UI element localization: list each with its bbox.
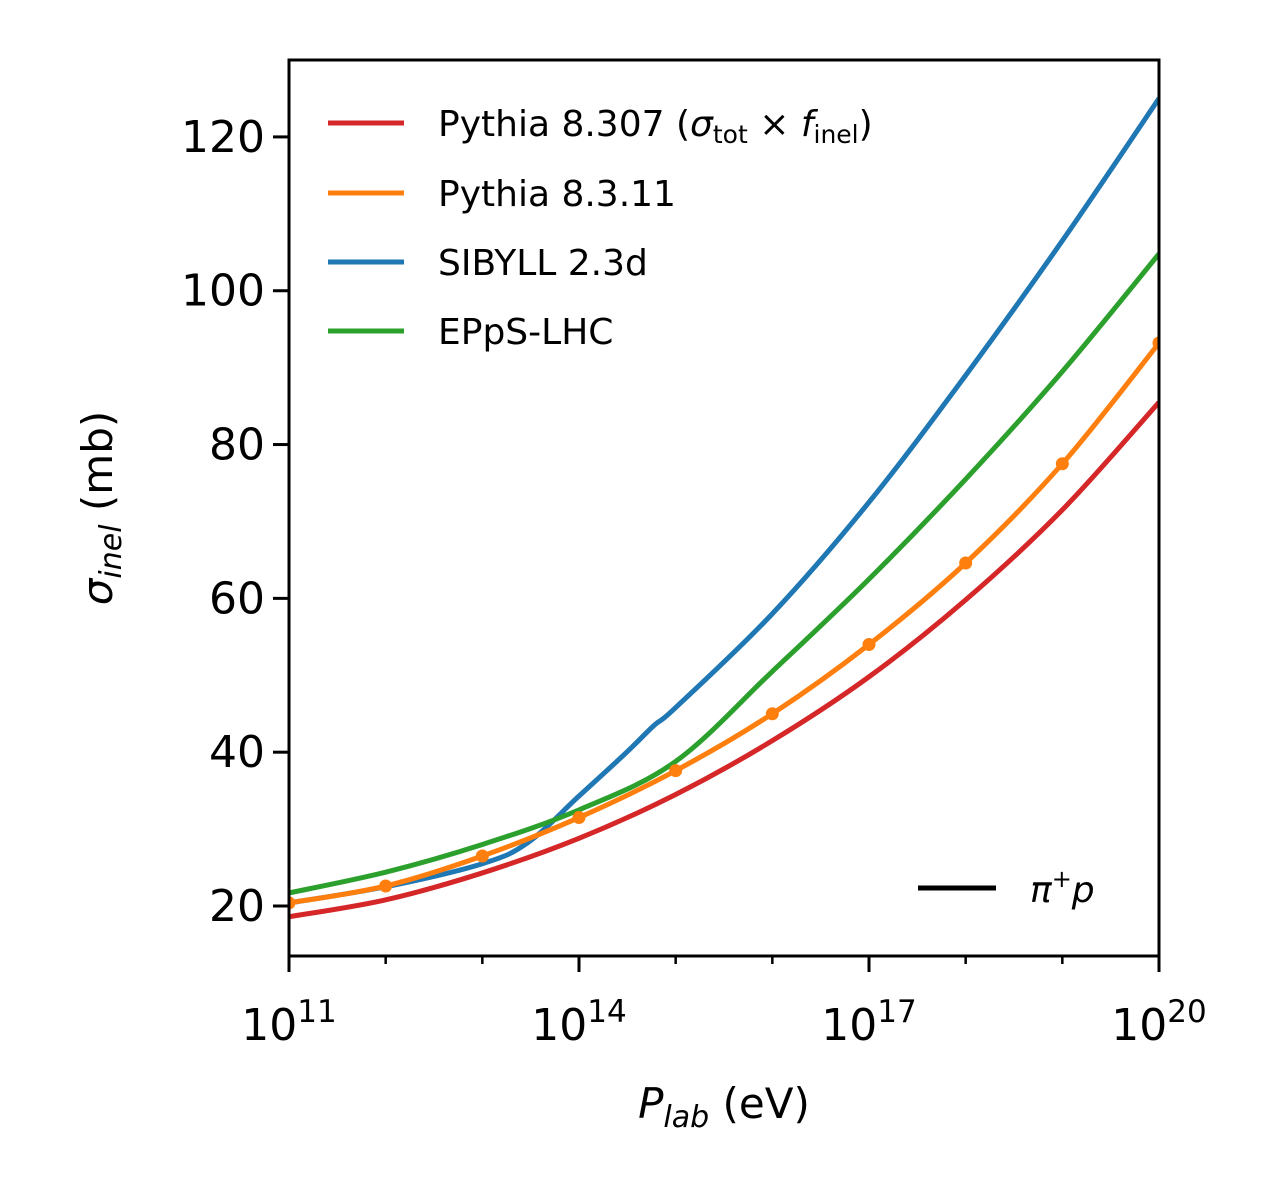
legend-entry-sibyll: SIBYLL 2.3d bbox=[328, 243, 648, 284]
series-line-pythia-8-3-11 bbox=[289, 341, 1159, 906]
data-point-pythia-8-3-11 bbox=[669, 764, 683, 778]
data-point-pythia-8-3-11 bbox=[959, 556, 973, 570]
series-line-sibyll-2-3d bbox=[289, 97, 1159, 906]
y-axis: 20 40 60 80 100 120 bbox=[181, 112, 289, 932]
y-tick-label: 20 bbox=[209, 881, 265, 932]
legend: Pythia 8.307 (σtot × finel) Pythia 8.3.1… bbox=[328, 104, 873, 353]
process-annotation: π+p bbox=[918, 865, 1095, 911]
y-tick-label: 120 bbox=[181, 112, 265, 163]
x-tick-label: 1017 bbox=[821, 994, 916, 1051]
data-point-pythia-8-3-11 bbox=[475, 849, 489, 863]
legend-label-sibyll: SIBYLL 2.3d bbox=[438, 243, 648, 284]
x-tick-label: 1020 bbox=[1111, 994, 1206, 1051]
data-point-pythia-8-3-11 bbox=[572, 811, 586, 825]
plot-frame bbox=[287, 58, 1161, 958]
data-point-pythia-8-3-11 bbox=[289, 896, 296, 910]
y-tick-label: 100 bbox=[181, 266, 265, 317]
series-line-epps-lhc bbox=[289, 252, 1159, 896]
data-point-pythia-8-3-11 bbox=[862, 638, 876, 652]
y-tick-label: 80 bbox=[209, 420, 265, 471]
data-point-pythia-8-3-11 bbox=[765, 707, 779, 721]
y-axis-label: σinel (mb) bbox=[73, 411, 129, 605]
data-point-pythia-8-3-11 bbox=[1055, 457, 1069, 471]
legend-label-pythia-8311: Pythia 8.3.11 bbox=[438, 174, 676, 215]
y-tick-label: 40 bbox=[209, 727, 265, 778]
legend-entry-pythia-8307: Pythia 8.307 (σtot × finel) bbox=[328, 104, 873, 149]
series-group bbox=[289, 97, 1159, 920]
legend-entry-epps-lhc: EPpS-LHC bbox=[328, 312, 613, 353]
x-axis-label: Plab (eV) bbox=[638, 1079, 810, 1135]
series-layer bbox=[289, 97, 1159, 920]
legend-entry-pythia-8311: Pythia 8.3.11 bbox=[328, 174, 676, 215]
x-tick-label: 1014 bbox=[531, 994, 626, 1051]
data-point-pythia-8-3-11 bbox=[379, 879, 393, 893]
legend-label-pythia-8307: Pythia 8.307 (σtot × finel) bbox=[438, 104, 873, 149]
series-line-pythia-8-307 bbox=[289, 400, 1159, 920]
legend-label-epps-lhc: EPpS-LHC bbox=[438, 312, 613, 353]
x-axis: 1011 1014 1017 1020 bbox=[241, 956, 1207, 1051]
x-tick-label: 1011 bbox=[241, 994, 336, 1051]
y-tick-label: 60 bbox=[209, 573, 265, 624]
data-point-pythia-8-3-11 bbox=[1152, 336, 1159, 350]
process-annotation-label: π+p bbox=[1030, 865, 1095, 911]
